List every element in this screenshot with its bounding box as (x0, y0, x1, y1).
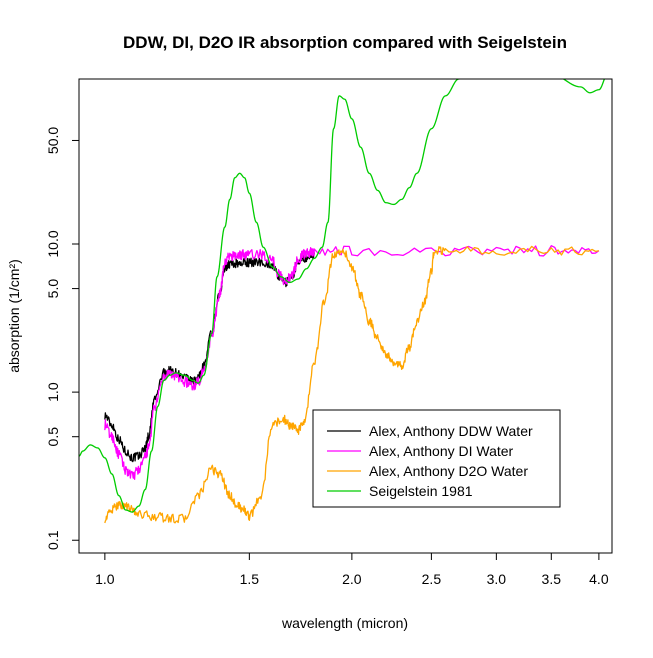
x-tick-label: 3.5 (542, 571, 562, 587)
x-tick-label: 2.0 (342, 571, 362, 587)
legend-entry: Alex, Anthony DDW Water (369, 423, 533, 439)
x-axis: 1.0 1.5 2.0 2.5 3.0 3.5 4.0 (95, 552, 609, 587)
y-axis-label: absorption (1/cm²) (6, 259, 22, 373)
y-tick-label: 5.0 (45, 279, 61, 299)
y-tick-label: 10.0 (45, 230, 61, 257)
x-tick-label: 4.0 (589, 571, 609, 587)
legend: Alex, Anthony DDW Water Alex, Anthony DI … (312, 409, 561, 508)
y-axis: 0.1 0.5 1.0 5.0 10.0 50.0 (45, 127, 80, 550)
plot-area (79, 79, 606, 524)
y-tick-label: 0.5 (45, 427, 61, 447)
series-line-3 (104, 245, 599, 524)
x-axis-label: wavelength (micron) (281, 615, 408, 631)
y-tick-label: 1.0 (45, 382, 61, 402)
x-tick-label: 1.0 (95, 571, 115, 587)
y-tick-label: 50.0 (45, 127, 61, 154)
x-tick-label: 2.5 (422, 571, 442, 587)
legend-entry: Seigelstein 1981 (369, 483, 473, 499)
x-tick-label: 3.0 (487, 571, 507, 587)
legend-entry: Alex, Anthony DI Water (369, 443, 514, 459)
x-tick-label: 1.5 (240, 571, 260, 587)
series-line-4 (79, 79, 606, 513)
chart-title: DDW, DI, D2O IR absorption compared with… (123, 33, 567, 52)
series-line-2 (104, 245, 600, 480)
y-tick-label: 0.1 (45, 530, 61, 550)
legend-entry: Alex, Anthony D2O Water (369, 463, 528, 479)
